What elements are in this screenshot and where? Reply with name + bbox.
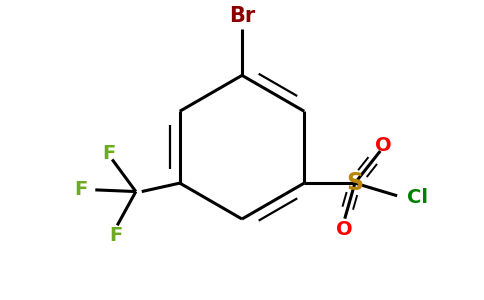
Text: Br: Br xyxy=(229,5,255,26)
Text: F: F xyxy=(75,180,88,200)
Text: F: F xyxy=(102,144,115,163)
Text: O: O xyxy=(336,220,353,239)
Text: S: S xyxy=(347,171,363,195)
Text: O: O xyxy=(375,136,392,154)
Text: Cl: Cl xyxy=(408,188,428,207)
Text: F: F xyxy=(109,226,122,245)
